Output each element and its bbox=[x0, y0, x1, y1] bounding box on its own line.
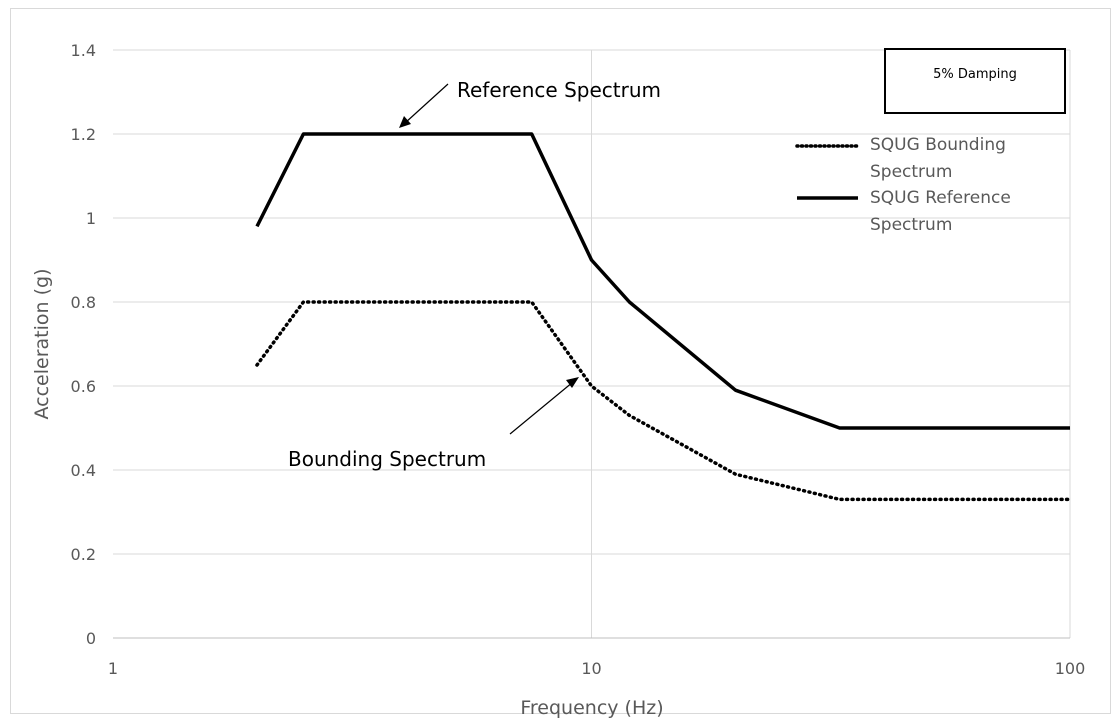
series-reference-spectrum bbox=[255, 132, 1070, 430]
damping-label: 5% Damping bbox=[933, 67, 1017, 82]
x-tick-label: 100 bbox=[1055, 659, 1086, 678]
y-tick-label: 0.8 bbox=[71, 293, 96, 312]
x-tick-label: 10 bbox=[581, 659, 601, 678]
reference-arrowhead bbox=[399, 116, 411, 128]
y-tick-label: 1 bbox=[86, 209, 96, 228]
x-tick-label: 1 bbox=[108, 659, 118, 678]
bounding-annotation-label: Bounding Spectrum bbox=[288, 447, 486, 471]
bounding-arrow-line bbox=[509, 381, 574, 435]
reference-annotation-label: Reference Spectrum bbox=[457, 78, 661, 102]
legend-label-reference-line1: SQUG Reference bbox=[870, 188, 1011, 208]
y-tick-label: 1.4 bbox=[71, 41, 96, 60]
reference-annotation: Reference Spectrum bbox=[399, 78, 661, 128]
y-axis-title: Acceleration (g) bbox=[31, 269, 53, 420]
legend-label-bounding-line1: SQUG Bounding bbox=[870, 135, 1006, 155]
x-axis-title: Frequency (Hz) bbox=[520, 697, 663, 719]
series-lines bbox=[255, 132, 1072, 502]
reference-arrow-line bbox=[404, 83, 449, 124]
legend-label-bounding-line2: Spectrum bbox=[870, 162, 952, 182]
y-tick-label: 0.6 bbox=[71, 377, 96, 396]
series-bounding-spectrum bbox=[255, 300, 1072, 502]
y-tick-label: 0.2 bbox=[71, 545, 96, 564]
y-tick-label: 1.2 bbox=[71, 125, 96, 144]
damping-box bbox=[884, 48, 1066, 114]
y-tick-label: 0.4 bbox=[71, 461, 96, 480]
grid-lines bbox=[113, 49, 1071, 638]
bounding-annotation: Bounding Spectrum bbox=[288, 377, 579, 471]
legend-label-reference-line2: Spectrum bbox=[870, 215, 952, 235]
axes: 0 0.2 0.4 0.6 0.8 1 1.2 1.4 1 10 100 bbox=[71, 41, 1086, 678]
chart-border bbox=[10, 8, 1111, 714]
y-tick-label: 0 bbox=[86, 629, 96, 648]
bounding-arrowhead bbox=[566, 377, 579, 388]
legend: SQUG Bounding Spectrum SQUG Reference Sp… bbox=[795, 135, 1011, 235]
